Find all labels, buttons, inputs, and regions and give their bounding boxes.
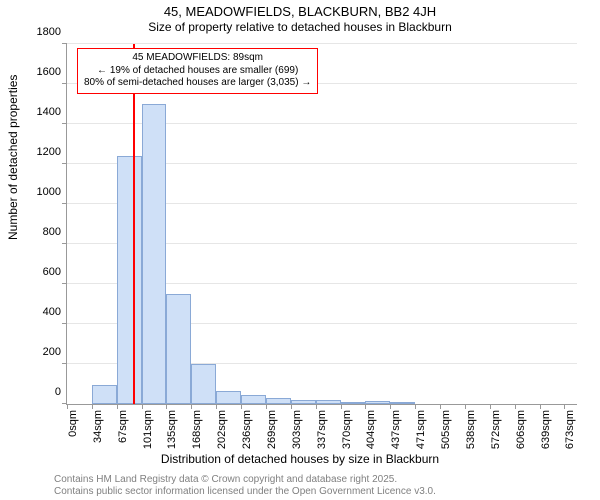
xtick-mark	[166, 404, 167, 409]
xtick-mark	[540, 404, 541, 409]
xtick-label: 538sqm	[465, 410, 477, 449]
xtick-label: 337sqm	[316, 410, 328, 449]
xtick-mark	[67, 404, 68, 409]
histogram-bar	[166, 294, 191, 404]
xtick-label: 370sqm	[341, 410, 353, 449]
histogram-bar	[191, 364, 216, 404]
xtick-mark	[341, 404, 342, 409]
xtick-mark	[92, 404, 93, 409]
footer-line-2: Contains public sector information licen…	[54, 486, 436, 498]
xtick-label: 0sqm	[67, 410, 79, 437]
xtick-label: 34sqm	[92, 410, 104, 443]
annotation-line-1: 45 MEADOWFIELDS: 89sqm	[84, 52, 311, 65]
y-axis-label: Number of detached properties	[6, 75, 20, 240]
xtick-mark	[216, 404, 217, 409]
xtick-label: 202sqm	[216, 410, 228, 449]
ytick-label: 600	[43, 266, 61, 278]
annotation-box: 45 MEADOWFIELDS: 89sqm ← 19% of detached…	[77, 48, 318, 94]
xtick-label: 437sqm	[390, 410, 402, 449]
ytick-mark	[62, 243, 67, 244]
ytick-label: 0	[55, 386, 61, 398]
xtick-label: 101sqm	[142, 410, 154, 449]
xtick-mark	[515, 404, 516, 409]
ytick-label: 1000	[37, 186, 61, 198]
ytick-label: 1600	[37, 66, 61, 78]
histogram-bar	[92, 385, 117, 404]
xtick-mark	[266, 404, 267, 409]
ytick-mark	[62, 363, 67, 364]
ytick-mark	[62, 163, 67, 164]
ytick-label: 200	[43, 346, 61, 358]
xtick-mark	[142, 404, 143, 409]
footer-attribution: Contains HM Land Registry data © Crown c…	[54, 474, 436, 498]
plot-area: 0200400600800100012001400160018000sqm34s…	[66, 44, 577, 405]
histogram-bar	[142, 104, 167, 404]
property-marker-line	[133, 44, 135, 404]
xtick-mark	[316, 404, 317, 409]
ytick-mark	[62, 283, 67, 284]
ytick-label: 1800	[37, 26, 61, 38]
annotation-line-3: 80% of semi-detached houses are larger (…	[84, 77, 311, 90]
ytick-label: 800	[43, 226, 61, 238]
xtick-label: 269sqm	[266, 410, 278, 449]
xtick-mark	[291, 404, 292, 409]
annotation-line-2: ← 19% of detached houses are smaller (69…	[84, 65, 311, 78]
ytick-mark	[62, 43, 67, 44]
chart-container: 45, MEADOWFIELDS, BLACKBURN, BB2 4JH Siz…	[0, 0, 600, 500]
xtick-label: 303sqm	[291, 410, 303, 449]
x-axis-label: Distribution of detached houses by size …	[0, 452, 600, 466]
ytick-mark	[62, 323, 67, 324]
xtick-mark	[241, 404, 242, 409]
histogram-bar	[390, 402, 415, 404]
histogram-bar	[316, 400, 341, 404]
xtick-label: 135sqm	[166, 410, 178, 449]
xtick-label: 471sqm	[415, 410, 427, 449]
ytick-label: 1400	[37, 106, 61, 118]
histogram-bar	[365, 401, 390, 404]
xtick-label: 639sqm	[540, 410, 552, 449]
xtick-label: 236sqm	[241, 410, 253, 449]
histogram-bar	[216, 391, 241, 404]
xtick-mark	[465, 404, 466, 409]
gridline	[67, 43, 577, 44]
xtick-label: 572sqm	[490, 410, 502, 449]
xtick-label: 673sqm	[564, 410, 576, 449]
histogram-bar	[241, 395, 266, 404]
xtick-label: 67sqm	[117, 410, 129, 443]
xtick-label: 404sqm	[365, 410, 377, 449]
ytick-mark	[62, 83, 67, 84]
ytick-mark	[62, 203, 67, 204]
xtick-label: 505sqm	[440, 410, 452, 449]
title-sub: Size of property relative to detached ho…	[0, 20, 600, 34]
xtick-mark	[440, 404, 441, 409]
ytick-label: 1200	[37, 146, 61, 158]
xtick-mark	[490, 404, 491, 409]
xtick-mark	[191, 404, 192, 409]
histogram-bar	[291, 400, 316, 404]
xtick-mark	[564, 404, 565, 409]
ytick-label: 400	[43, 306, 61, 318]
title-main: 45, MEADOWFIELDS, BLACKBURN, BB2 4JH	[0, 4, 600, 19]
histogram-bar	[117, 156, 142, 404]
xtick-mark	[415, 404, 416, 409]
histogram-bar	[341, 402, 366, 404]
xtick-mark	[117, 404, 118, 409]
xtick-label: 606sqm	[515, 410, 527, 449]
xtick-mark	[390, 404, 391, 409]
histogram-bar	[266, 398, 291, 404]
footer-line-1: Contains HM Land Registry data © Crown c…	[54, 474, 436, 486]
xtick-label: 168sqm	[191, 410, 203, 449]
xtick-mark	[365, 404, 366, 409]
ytick-mark	[62, 123, 67, 124]
